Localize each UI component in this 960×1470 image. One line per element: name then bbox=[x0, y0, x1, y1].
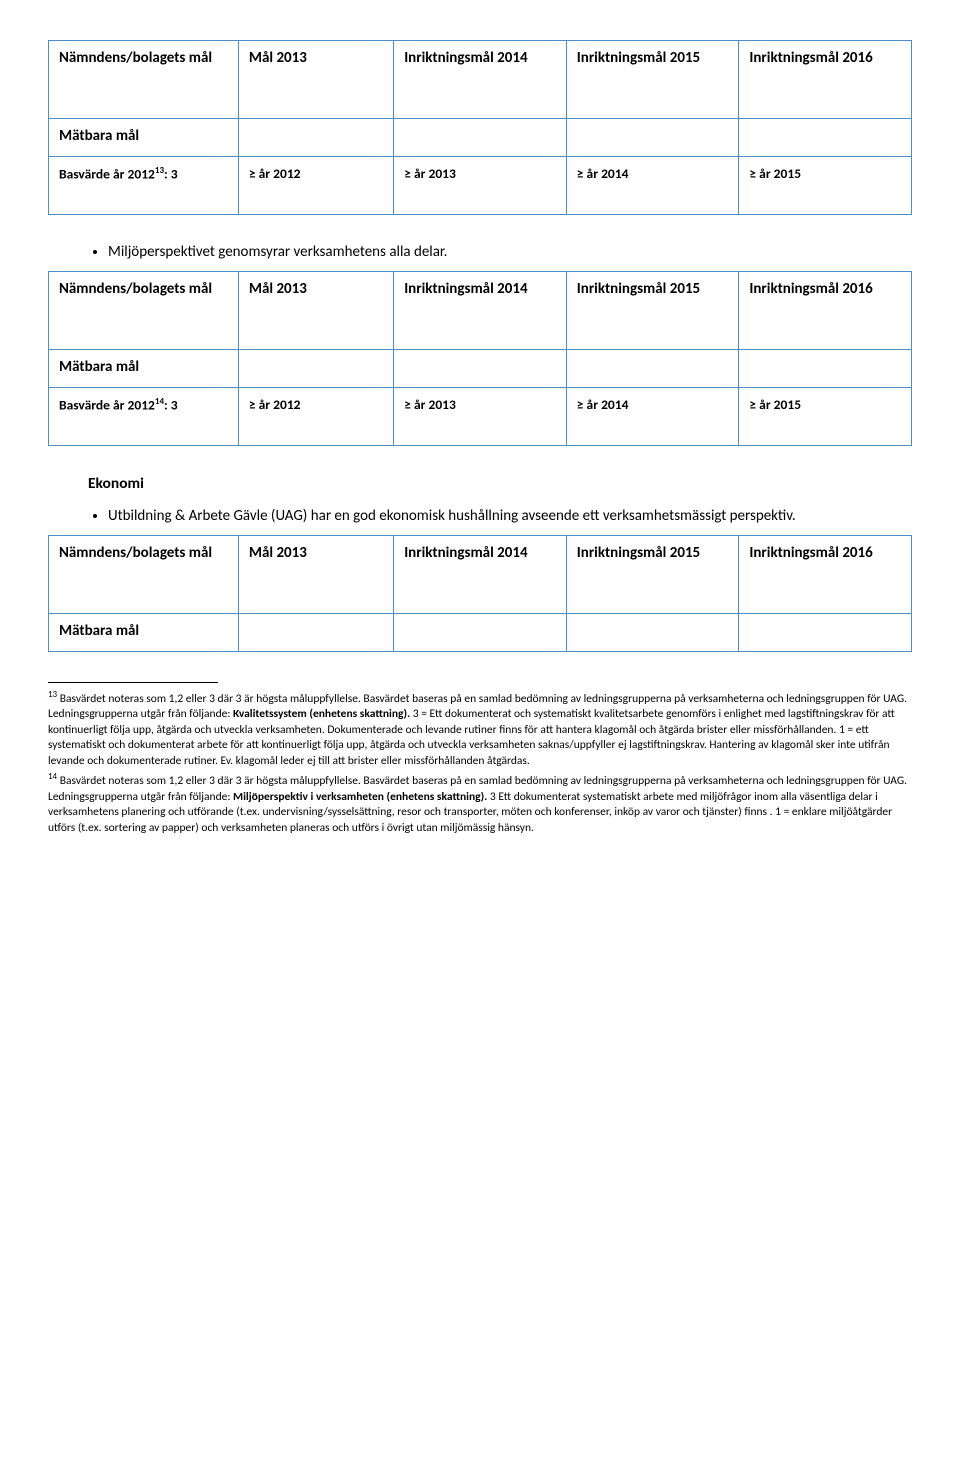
t1-empty bbox=[566, 119, 739, 157]
t2-h3: Inriktningsmål 2014 bbox=[394, 272, 567, 350]
t3-empty bbox=[566, 614, 739, 652]
t3-h2: Mål 2013 bbox=[238, 536, 393, 614]
t2-h2: Mål 2013 bbox=[238, 272, 393, 350]
fn14-bold: Miljöperspektiv i verksamheten (enhetens… bbox=[233, 790, 487, 804]
t3-h1: Nämndens/bolagets mål bbox=[49, 536, 239, 614]
footnotes: 13 Basvärdet noteras som 1,2 eller 3 där… bbox=[48, 689, 912, 836]
table-3: Nämndens/bolagets mål Mål 2013 Inriktnin… bbox=[48, 535, 912, 652]
t2-b3: ≥ år 2013 bbox=[394, 388, 567, 446]
t2-empty bbox=[238, 350, 393, 388]
t3-empty bbox=[238, 614, 393, 652]
t2-matbara: Mätbara mål bbox=[49, 350, 239, 388]
t1-empty bbox=[739, 119, 912, 157]
t1-b4: ≥ år 2014 bbox=[566, 157, 739, 215]
t1-matbara: Mätbara mål bbox=[49, 119, 239, 157]
t2-b4: ≥ år 2014 bbox=[566, 388, 739, 446]
footnote-rule bbox=[48, 682, 218, 683]
t1-h2: Mål 2013 bbox=[238, 41, 393, 119]
footnote-13: 13 Basvärdet noteras som 1,2 eller 3 där… bbox=[48, 689, 912, 769]
t2-b5: ≥ år 2015 bbox=[739, 388, 912, 446]
t2-h1: Nämndens/bolagets mål bbox=[49, 272, 239, 350]
t3-matbara: Mätbara mål bbox=[49, 614, 239, 652]
basv-post: : 3 bbox=[164, 166, 178, 183]
t1-h5: Inriktningsmål 2016 bbox=[739, 41, 912, 119]
t3-h5: Inriktningsmål 2016 bbox=[739, 536, 912, 614]
t1-h3: Inriktningsmål 2014 bbox=[394, 41, 567, 119]
t1-b2: ≥ år 2012 bbox=[238, 157, 393, 215]
fn14-num: 14 bbox=[48, 771, 57, 782]
t1-b3: ≥ år 2013 bbox=[394, 157, 567, 215]
t1-h1: Nämndens/bolagets mål bbox=[49, 41, 239, 119]
bullet-list-2: Utbildning & Arbete Gävle (UAG) har en g… bbox=[48, 507, 912, 525]
bullet-list-1: Miljöperspektivet genomsyrar verksamhete… bbox=[48, 243, 912, 261]
footnote-14: 14 Basvärdet noteras som 1,2 eller 3 där… bbox=[48, 771, 912, 836]
t1-b5: ≥ år 2015 bbox=[739, 157, 912, 215]
t2-h5: Inriktningsmål 2016 bbox=[739, 272, 912, 350]
fn13-num: 13 bbox=[48, 689, 57, 700]
t2-empty bbox=[394, 350, 567, 388]
bullet-item: Miljöperspektivet genomsyrar verksamhete… bbox=[108, 243, 912, 261]
basv-sup: 13 bbox=[155, 165, 164, 176]
basv-sup: 14 bbox=[155, 396, 164, 407]
t2-basv: Basvärde år 201214: 3 bbox=[49, 388, 239, 446]
basv-post: : 3 bbox=[164, 397, 178, 414]
t2-b2: ≥ år 2012 bbox=[238, 388, 393, 446]
table-1: Nämndens/bolagets mål Mål 2013 Inriktnin… bbox=[48, 40, 912, 215]
t2-empty bbox=[739, 350, 912, 388]
t2-h4: Inriktningsmål 2015 bbox=[566, 272, 739, 350]
t1-empty bbox=[238, 119, 393, 157]
t1-basv: Basvärde år 201213: 3 bbox=[49, 157, 239, 215]
basv-pre: Basvärde år 2012 bbox=[59, 166, 155, 183]
fn13-bold: Kvalitetssystem (enhetens skattning). bbox=[233, 707, 410, 721]
bullet-item: Utbildning & Arbete Gävle (UAG) har en g… bbox=[108, 507, 912, 525]
table-2: Nämndens/bolagets mål Mål 2013 Inriktnin… bbox=[48, 271, 912, 446]
section-ekonomi-title: Ekonomi bbox=[88, 474, 912, 493]
t3-h4: Inriktningsmål 2015 bbox=[566, 536, 739, 614]
t3-empty bbox=[394, 614, 567, 652]
t3-empty bbox=[739, 614, 912, 652]
t2-empty bbox=[566, 350, 739, 388]
t3-h3: Inriktningsmål 2014 bbox=[394, 536, 567, 614]
t1-empty bbox=[394, 119, 567, 157]
t1-h4: Inriktningsmål 2015 bbox=[566, 41, 739, 119]
basv-pre: Basvärde år 2012 bbox=[59, 397, 155, 414]
